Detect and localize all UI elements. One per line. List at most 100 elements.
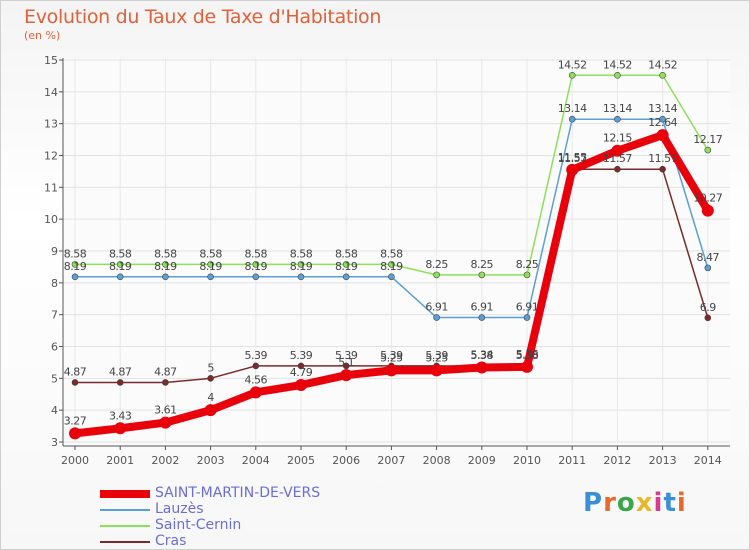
data-point	[342, 261, 350, 268]
data-point	[252, 273, 260, 281]
data-label: 10.27	[693, 192, 722, 205]
data-point	[521, 360, 533, 373]
data-label: 14.52	[648, 58, 677, 71]
y-tick-label: 10	[44, 213, 58, 226]
data-label: 8.58	[380, 247, 403, 260]
data-point	[297, 362, 305, 370]
data-label: 8.58	[154, 247, 177, 260]
data-label: 4.79	[290, 366, 313, 379]
data-point	[162, 273, 169, 281]
chart-subtitle: (en %)	[24, 29, 61, 42]
x-tick-label: 2006	[332, 454, 360, 467]
logo-letter: i	[653, 488, 664, 518]
data-point	[295, 379, 307, 392]
data-label: 5.36	[516, 348, 539, 361]
data-point	[478, 314, 486, 321]
data-label: 8.58	[64, 247, 87, 260]
data-label: 8.19	[199, 260, 222, 273]
logo-letter: i	[676, 488, 687, 518]
data-label: 13.14	[648, 102, 677, 115]
data-point	[659, 165, 666, 173]
x-tick-label: 2001	[106, 454, 134, 467]
data-point	[116, 261, 124, 268]
y-tick-label: 6	[51, 341, 58, 354]
data-point	[659, 115, 666, 123]
data-label: 4.87	[154, 365, 177, 378]
data-point	[566, 163, 579, 176]
data-point	[523, 271, 531, 279]
data-point	[388, 273, 395, 281]
data-label: 11.55	[558, 151, 587, 164]
data-point	[340, 369, 353, 382]
data-label: 8.58	[290, 247, 313, 260]
data-label: 6.91	[516, 301, 539, 314]
data-label: 4.87	[64, 365, 87, 378]
y-tick-label: 8	[51, 277, 58, 290]
data-label: 13.14	[558, 102, 587, 115]
data-label: 13.14	[603, 102, 632, 115]
x-tick-label: 2010	[513, 454, 541, 467]
data-label: 5	[207, 361, 214, 374]
logo-letter: o	[616, 488, 636, 518]
data-label: 11.57	[648, 152, 677, 165]
y-tick-label: 3	[51, 436, 58, 449]
data-point	[71, 273, 79, 281]
x-tick-label: 2007	[377, 454, 405, 467]
data-point	[342, 362, 350, 370]
data-label: 14.52	[603, 58, 632, 71]
data-point	[71, 261, 79, 268]
data-point	[475, 361, 488, 374]
x-tick-label: 2012	[603, 454, 631, 467]
logo-letter: r	[603, 488, 617, 518]
data-point	[69, 427, 81, 440]
data-point	[252, 362, 260, 370]
data-label: 12.64	[648, 116, 677, 129]
x-tick-label: 2008	[423, 454, 451, 467]
legend-swatch	[100, 490, 150, 498]
legend-swatch	[100, 541, 150, 543]
data-point	[252, 261, 260, 268]
data-label: 5.39	[290, 349, 313, 362]
data-point	[204, 404, 217, 417]
data-label: 8.58	[335, 247, 358, 260]
data-label: 8.19	[154, 260, 177, 273]
data-label: 8.25	[425, 258, 448, 271]
data-label: 5.39	[245, 349, 268, 362]
data-label: 11.57	[603, 152, 632, 165]
proxiti-logo: Proxiti	[583, 488, 687, 518]
data-point	[433, 271, 440, 279]
data-point	[162, 261, 169, 268]
data-label: 12.15	[603, 132, 632, 145]
logo-letter: x	[635, 488, 654, 518]
y-tick-label: 12	[44, 150, 58, 163]
data-point	[207, 261, 214, 268]
logo-letter: t	[663, 488, 677, 518]
data-point	[704, 264, 712, 272]
data-point	[297, 273, 305, 281]
data-point	[342, 273, 350, 281]
y-tick-label: 5	[51, 372, 58, 385]
data-point	[297, 261, 305, 268]
x-tick-label: 2000	[61, 454, 89, 467]
legend-label: Lauzès	[155, 501, 204, 517]
x-tick-label: 2009	[468, 454, 496, 467]
data-label: 5.39	[425, 349, 448, 362]
data-point	[114, 422, 127, 435]
data-point	[159, 416, 172, 429]
data-label: 5.25	[425, 351, 448, 364]
y-tick-label: 4	[51, 404, 58, 417]
legend-label: Saint-Cernin	[155, 517, 242, 533]
data-label: 8.47	[697, 251, 720, 264]
x-tick-label: 2011	[558, 454, 586, 467]
data-label: 5.38	[516, 349, 539, 362]
data-label: 8.19	[109, 260, 132, 273]
data-label: 12.17	[693, 133, 722, 146]
x-tick-label: 2004	[242, 454, 270, 467]
data-point	[388, 261, 395, 268]
data-label: 3.43	[109, 409, 132, 422]
data-label: 4	[207, 391, 214, 404]
legend-swatch	[100, 509, 150, 511]
data-point	[659, 71, 666, 79]
data-label: 8.58	[245, 247, 268, 260]
